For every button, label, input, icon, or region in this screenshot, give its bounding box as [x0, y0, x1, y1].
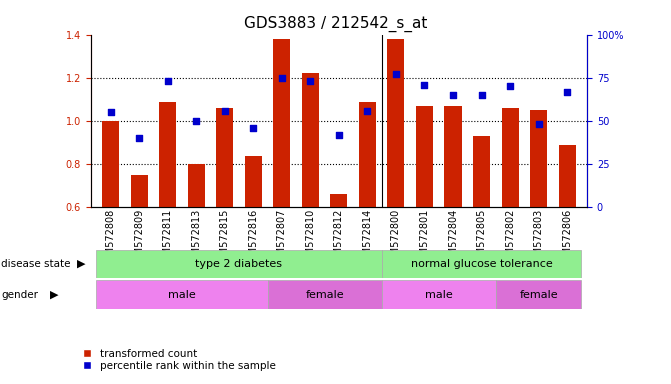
Text: ▶: ▶ [76, 259, 85, 269]
Point [362, 108, 373, 114]
Text: ▶: ▶ [50, 290, 59, 300]
Text: type 2 diabetes: type 2 diabetes [195, 259, 282, 269]
Bar [496, 280, 581, 309]
Point [333, 132, 344, 138]
Point [276, 75, 287, 81]
Bar [302, 73, 319, 207]
Text: gender: gender [1, 290, 38, 300]
Text: disease state: disease state [1, 259, 71, 269]
Bar [558, 145, 576, 207]
Bar [387, 39, 405, 207]
Bar [359, 101, 376, 207]
Point [505, 83, 515, 89]
Text: male: male [168, 290, 196, 300]
Bar [97, 250, 382, 278]
Bar [530, 110, 547, 207]
Text: female: female [519, 290, 558, 300]
Point [248, 125, 258, 131]
Bar [131, 175, 148, 207]
Point [305, 78, 315, 84]
Text: GDS3883 / 212542_s_at: GDS3883 / 212542_s_at [244, 15, 427, 31]
Text: male: male [425, 290, 453, 300]
Bar [188, 164, 205, 207]
Point [191, 118, 201, 124]
Bar [444, 106, 462, 207]
Point [448, 92, 458, 98]
Bar [216, 108, 234, 207]
Bar [102, 121, 119, 207]
Bar [273, 39, 291, 207]
Bar [330, 194, 348, 207]
Point [533, 121, 544, 127]
Bar [501, 108, 519, 207]
Point [419, 82, 430, 88]
Text: female: female [305, 290, 344, 300]
Point [105, 109, 116, 116]
Point [476, 92, 487, 98]
Bar [97, 280, 268, 309]
Bar [382, 280, 496, 309]
Bar [245, 156, 262, 207]
Bar [159, 101, 176, 207]
Bar [473, 136, 490, 207]
Point [162, 78, 173, 84]
Bar [382, 250, 581, 278]
Point [219, 108, 230, 114]
Bar [268, 280, 382, 309]
Text: normal glucose tolerance: normal glucose tolerance [411, 259, 552, 269]
Bar [416, 106, 433, 207]
Point [391, 71, 401, 78]
Legend: transformed count, percentile rank within the sample: transformed count, percentile rank withi… [72, 344, 280, 375]
Point [134, 135, 144, 141]
Point [562, 89, 572, 95]
